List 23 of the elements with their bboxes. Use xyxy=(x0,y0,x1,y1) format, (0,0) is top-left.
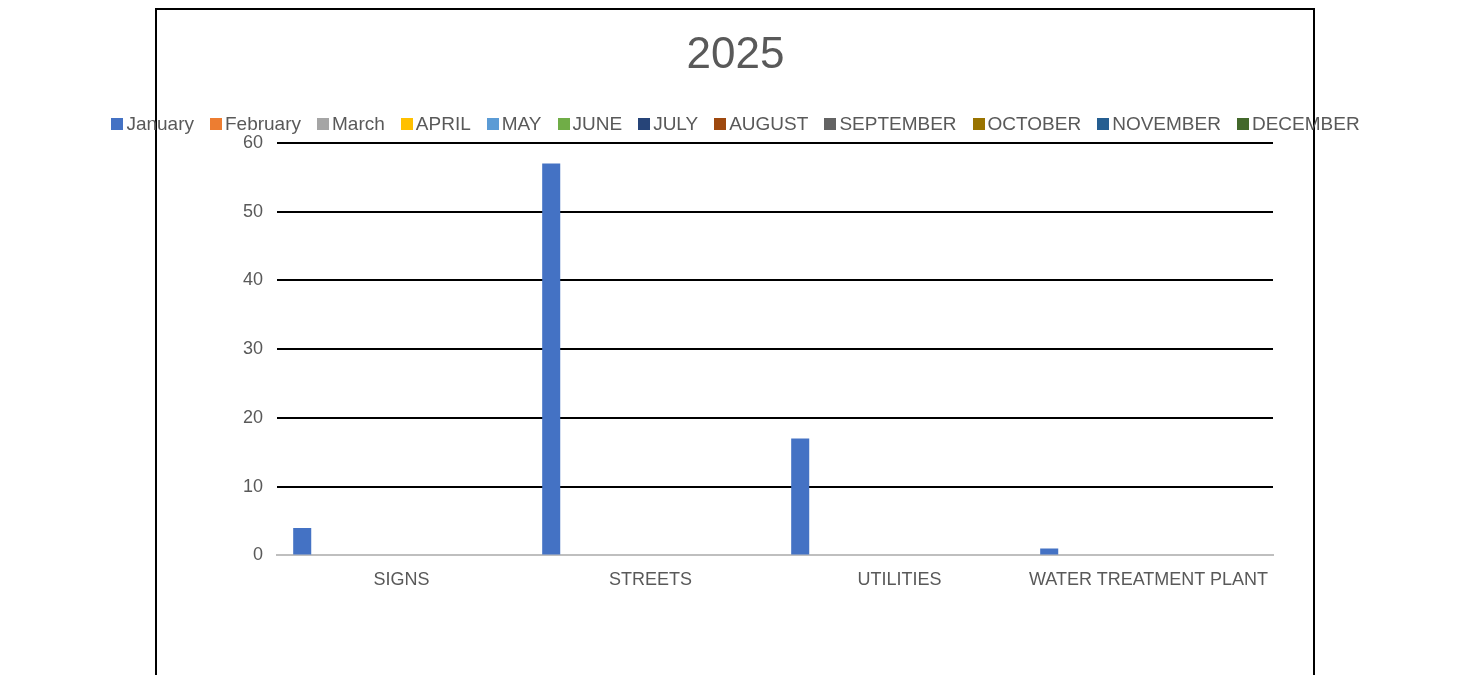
y-tick-label: 0 xyxy=(252,544,263,565)
y-tick-label: 10 xyxy=(242,475,263,496)
legend-label: JUNE xyxy=(571,113,623,135)
legend-label: AUGUST xyxy=(728,113,809,135)
x-tick-label: UTILITIES xyxy=(857,569,942,590)
legend-label: APRIL xyxy=(414,113,471,135)
y-tick-label: 30 xyxy=(242,338,263,359)
y-tick-label: 40 xyxy=(242,269,263,290)
x-tick-label: STREETS xyxy=(608,569,693,590)
legend-label: JULY xyxy=(652,113,699,135)
y-tick-label: 50 xyxy=(242,200,263,221)
legend-label: OCTOBER xyxy=(986,113,1082,135)
legend-label: MAY xyxy=(500,113,542,135)
bar xyxy=(542,163,561,555)
x-tick-label: WATER TREATMENT PLANT xyxy=(1028,569,1269,590)
chart-title: 2025 xyxy=(685,28,786,78)
bar xyxy=(791,438,810,555)
y-tick-label: 20 xyxy=(242,406,263,427)
x-tick-label: SIGNS xyxy=(373,569,430,590)
legend-label: NOVEMBER xyxy=(1111,113,1221,135)
bar xyxy=(293,527,312,555)
legend-label: March xyxy=(331,113,385,135)
legend-label: SEPTEMBER xyxy=(838,113,957,135)
